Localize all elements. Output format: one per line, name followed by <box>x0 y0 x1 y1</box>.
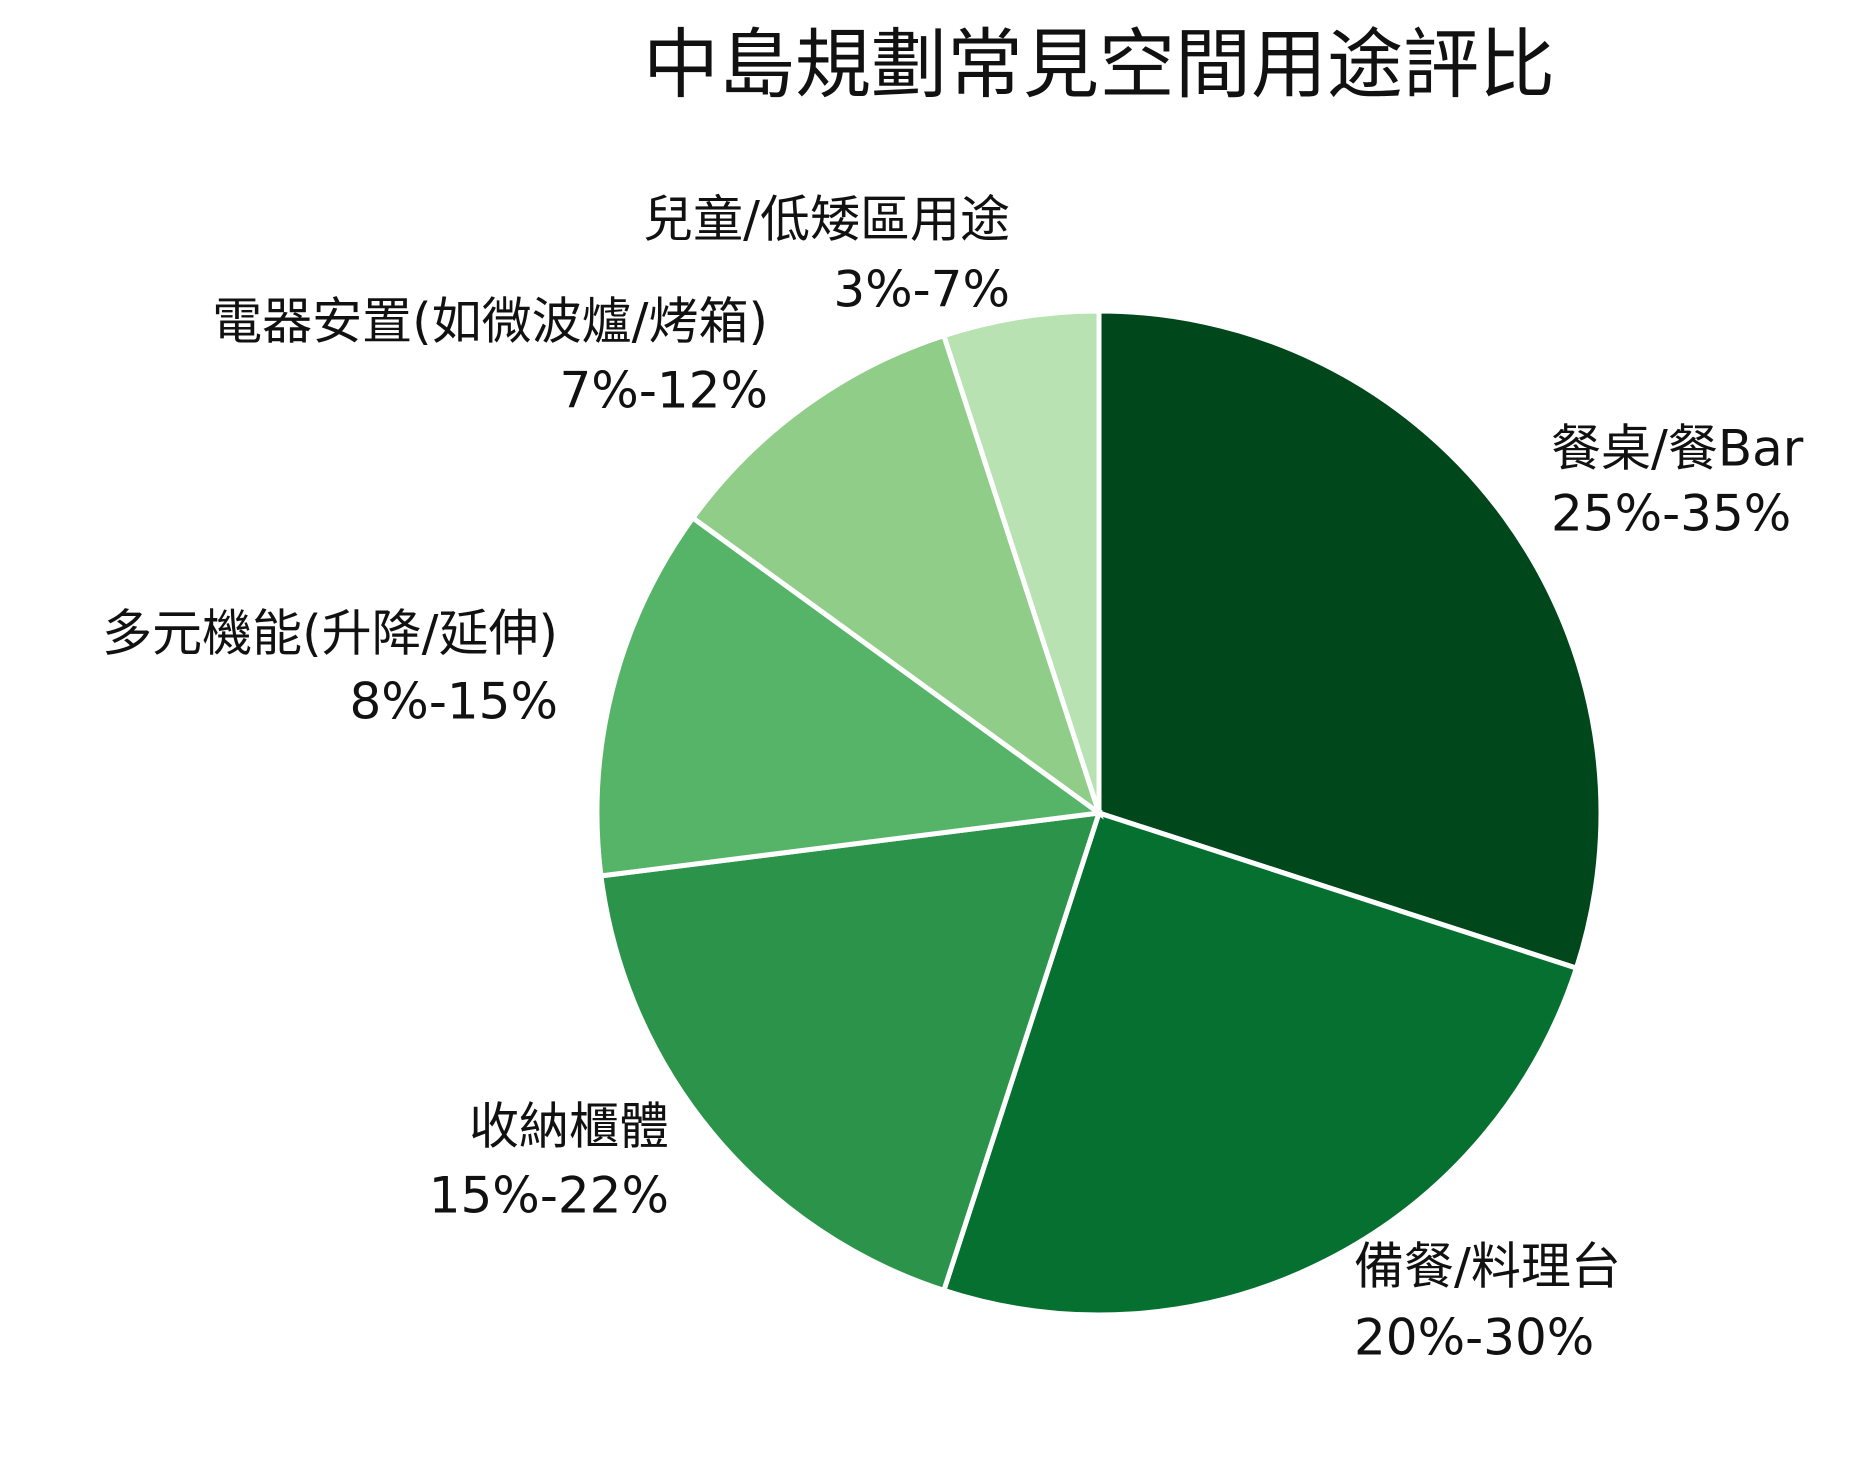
pie-slice <box>1096 308 1604 972</box>
slice-label: 餐桌/餐Bar <box>1551 420 1804 478</box>
slice-label: 電器安置(如微波爐/烤箱) <box>212 293 768 351</box>
chart-title: 中島規劃常見空間用途評比 <box>643 20 1555 109</box>
slice-label: 備餐/料理台 <box>1354 1238 1621 1296</box>
slice-range-label: 25%-35% <box>1551 485 1791 543</box>
slice-range-label: 20%-30% <box>1354 1309 1594 1367</box>
slice-label: 兒童/低矮區用途 <box>643 191 1010 249</box>
slice-range-label: 7%-12% <box>560 362 769 420</box>
pie-slice <box>598 810 1103 1294</box>
slice-range-label: 15%-22% <box>429 1167 669 1225</box>
slice-label: 多元機能(升降/延伸) <box>102 605 558 663</box>
pie-slice <box>594 514 1106 879</box>
pie-slice <box>940 308 1102 814</box>
slice-range-label: 8%-15% <box>350 673 559 731</box>
slice-label: 收納櫃體 <box>469 1098 669 1156</box>
pie-slice <box>940 809 1580 1318</box>
slice-range-label: 3%-7% <box>833 261 1010 319</box>
pie-slice <box>689 332 1104 820</box>
